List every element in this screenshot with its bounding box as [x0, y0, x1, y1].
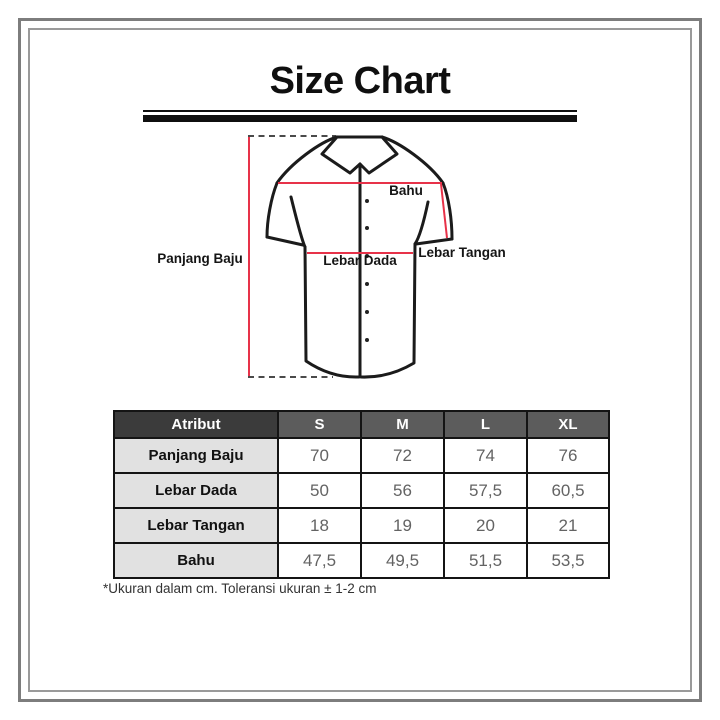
cell-value: 51,5: [443, 542, 528, 579]
dashed-guide-lines: [248, 135, 336, 378]
label-lebar-tangan: Lebar Tangan: [418, 245, 506, 260]
table-header-row: Atribut S M L XL: [113, 410, 610, 439]
cell-value: 20: [443, 507, 528, 544]
label-lebar-dada: Lebar Dada: [323, 253, 397, 268]
title-rule-thick: [143, 115, 577, 122]
row-label: Panjang Baju: [113, 437, 279, 474]
header-atribut: Atribut: [113, 410, 279, 439]
cell-value: 47,5: [277, 542, 362, 579]
table-row: Lebar Tangan 18 19 20 21: [113, 507, 610, 544]
lebar-tangan-line: [440, 183, 448, 239]
label-panjang-baju: Panjang Baju: [157, 251, 243, 266]
cell-value: 21: [526, 507, 610, 544]
table-row: Lebar Dada 50 56 57,5 60,5: [113, 472, 610, 509]
cell-value: 74: [443, 437, 528, 474]
table-row: Bahu 47,5 49,5 51,5 53,5: [113, 542, 610, 579]
shirt-outline: [265, 135, 454, 379]
header-size-m: M: [360, 410, 445, 439]
page-title: Size Chart: [269, 60, 451, 102]
cell-value: 18: [277, 507, 362, 544]
row-label: Bahu: [113, 542, 279, 579]
cell-value: 70: [277, 437, 362, 474]
measurement-lines: [248, 137, 448, 376]
cell-value: 19: [360, 507, 445, 544]
cell-value: 53,5: [526, 542, 610, 579]
header-size-s: S: [277, 410, 362, 439]
inner-frame-border: [28, 28, 692, 692]
cell-value: 72: [360, 437, 445, 474]
cell-value: 50: [277, 472, 362, 509]
cell-value: 49,5: [360, 542, 445, 579]
title-rule-thin: [143, 110, 577, 112]
header-size-xl: XL: [526, 410, 610, 439]
row-label: Lebar Dada: [113, 472, 279, 509]
cell-value: 60,5: [526, 472, 610, 509]
row-label: Lebar Tangan: [113, 507, 279, 544]
size-table: Atribut S M L XL Panjang Baju 70 72 74 7…: [113, 410, 610, 579]
cell-value: 57,5: [443, 472, 528, 509]
shirt-buttons: [365, 199, 369, 342]
header-size-l: L: [443, 410, 528, 439]
shirt-diagram: [248, 135, 454, 379]
table-row: Panjang Baju 70 72 74 76: [113, 437, 610, 474]
size-tolerance-note: *Ukuran dalam cm. Toleransi ukuran ± 1-2…: [103, 581, 377, 596]
cell-value: 56: [360, 472, 445, 509]
cell-value: 76: [526, 437, 610, 474]
label-bahu: Bahu: [389, 183, 423, 198]
outer-frame-border: [18, 18, 702, 702]
